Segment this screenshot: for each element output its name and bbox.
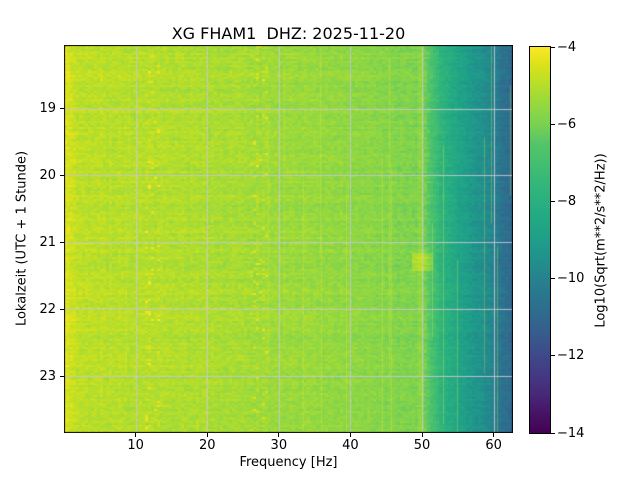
y-tick-mark	[60, 108, 64, 110]
x-tick-mark	[493, 433, 495, 437]
x-tick-label: 40	[342, 438, 359, 453]
colorbar-tick-mark	[551, 46, 555, 48]
y-tick-mark	[60, 308, 64, 310]
colorbar-tick-mark	[551, 123, 555, 125]
y-tick-mark	[60, 375, 64, 377]
x-axis-label: Frequency [Hz]	[239, 455, 338, 470]
colorbar-tick-label: −12	[557, 348, 585, 364]
y-tick-label: 19	[39, 101, 56, 117]
x-tick-label: 10	[127, 438, 144, 453]
colorbar-tick-label: −10	[557, 271, 585, 287]
colorbar-tick-mark	[551, 200, 555, 202]
colorbar-gradient	[530, 47, 550, 433]
colorbar	[529, 46, 551, 434]
colorbar-label: Log10(Sqrt(m**2/s**2/Hz))	[593, 153, 609, 328]
x-tick-mark	[349, 433, 351, 437]
x-tick-mark	[421, 433, 423, 437]
colorbar-tick-mark	[551, 432, 555, 434]
y-tick-mark	[60, 174, 64, 176]
colorbar-tick-mark	[551, 355, 555, 357]
y-tick-mark	[60, 241, 64, 243]
y-tick-label: 23	[39, 368, 56, 384]
x-tick-mark	[206, 433, 208, 437]
x-tick-label: 50	[413, 438, 431, 453]
colorbar-tick-mark	[551, 278, 555, 280]
y-tick-label: 22	[39, 301, 56, 317]
x-tick-mark	[278, 433, 280, 437]
colorbar-tick-label: −6	[557, 116, 577, 132]
y-tick-label: 21	[39, 234, 56, 250]
y-tick-label: 20	[39, 167, 56, 183]
colorbar-tick-label: −8	[557, 193, 577, 209]
spectrogram-heatmap	[64, 45, 513, 433]
x-tick-label: 30	[270, 438, 288, 453]
colorbar-tick-label: −4	[557, 39, 577, 55]
colorbar-tick-label: −14	[557, 425, 585, 441]
x-tick-mark	[135, 433, 137, 437]
plot-title: XG FHAM1 DHZ: 2025-11-20	[171, 24, 406, 43]
x-tick-label: 60	[485, 438, 502, 453]
x-tick-label: 20	[198, 438, 216, 453]
